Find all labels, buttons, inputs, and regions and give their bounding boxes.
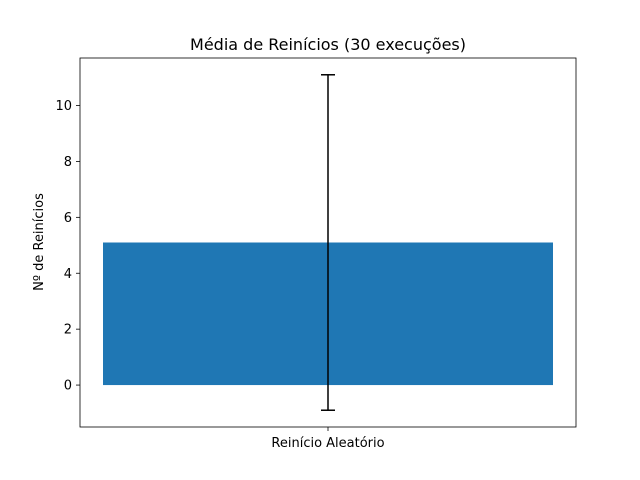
y-tick-label: 0 bbox=[64, 379, 72, 394]
x-tick-label: Reinício Aleatório bbox=[271, 436, 384, 451]
plot-area: Reinício Aleatório 0 2 4 6 8 10 bbox=[55, 57, 577, 451]
y-axis-label: Nº de Reinícios bbox=[32, 193, 47, 291]
y-tick-label: 6 bbox=[64, 211, 72, 226]
chart-title: Média de Reinícios (30 execuções) bbox=[190, 35, 466, 54]
y-tick-label: 2 bbox=[64, 323, 72, 338]
y-tick-label: 8 bbox=[64, 155, 72, 170]
y-tick-label: 10 bbox=[55, 99, 72, 114]
plot-frame bbox=[79, 57, 577, 428]
y-tick-label: 4 bbox=[64, 267, 72, 282]
